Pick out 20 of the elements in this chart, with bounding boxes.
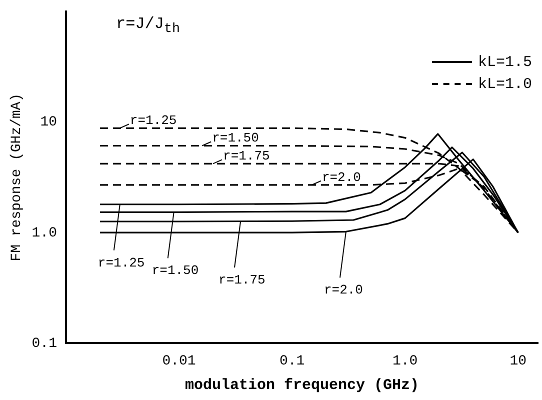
x-tick-label: 10 xyxy=(510,353,527,370)
legend-label: kL=1.0 xyxy=(478,76,532,93)
x-tick-label: 0.01 xyxy=(162,353,196,370)
y-axis-title: FM response (GHz/mA) xyxy=(9,93,26,262)
annotation: r=1.25 xyxy=(130,113,177,128)
legend-label: kL=1.5 xyxy=(478,54,532,71)
annotation: r=J/J$_{th}$ xyxy=(116,15,180,38)
annotation: r=1.50 xyxy=(152,263,199,278)
y-tick-label: 10 xyxy=(40,114,58,131)
x-tick-label: 1.0 xyxy=(392,353,418,370)
x-axis-title: modulation frequency (GHz) xyxy=(184,376,420,394)
y-tick-label: 0.1 xyxy=(32,336,58,352)
annotation: r=1.25 xyxy=(98,255,145,270)
annotation: r=1.50 xyxy=(212,130,259,146)
annotation: r=2.0 xyxy=(324,282,363,298)
annotation: r=2.0 xyxy=(322,170,361,185)
y-tick-label: 1.0 xyxy=(32,225,58,242)
annotation: r=1.75 xyxy=(218,272,266,288)
annotation: r=1.75 xyxy=(223,148,270,164)
x-tick-label: 0.1 xyxy=(279,353,305,370)
